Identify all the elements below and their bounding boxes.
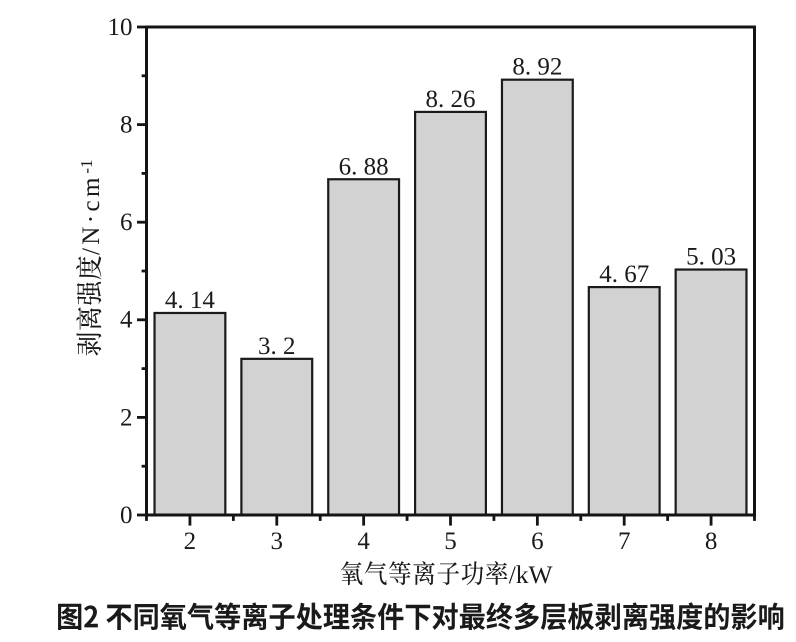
svg-text:/N·cm: /N·cm [78, 174, 105, 255]
svg-text:8. 92: 8. 92 [512, 54, 562, 81]
svg-text:2: 2 [120, 404, 133, 431]
svg-text:2: 2 [184, 528, 197, 555]
svg-text:-1: -1 [77, 159, 96, 173]
svg-text:6: 6 [120, 209, 133, 236]
svg-text:6: 6 [531, 528, 544, 555]
svg-text:5. 03: 5. 03 [686, 244, 736, 271]
svg-text:4. 14: 4. 14 [165, 287, 216, 314]
svg-text:4: 4 [120, 307, 133, 334]
svg-text:/kW: /kW [509, 560, 554, 589]
svg-text:3: 3 [271, 528, 284, 555]
svg-text:8. 26: 8. 26 [426, 86, 476, 113]
svg-text:7: 7 [618, 528, 631, 555]
svg-text:0: 0 [120, 502, 133, 529]
svg-text:10: 10 [108, 14, 133, 41]
svg-text:6. 88: 6. 88 [339, 153, 389, 180]
svg-text:3. 2: 3. 2 [258, 333, 296, 360]
svg-text:5: 5 [444, 528, 457, 555]
svg-text:4: 4 [357, 528, 370, 555]
svg-text:8: 8 [705, 528, 718, 555]
svg-text:8: 8 [120, 112, 133, 139]
svg-text:4. 67: 4. 67 [599, 261, 649, 288]
